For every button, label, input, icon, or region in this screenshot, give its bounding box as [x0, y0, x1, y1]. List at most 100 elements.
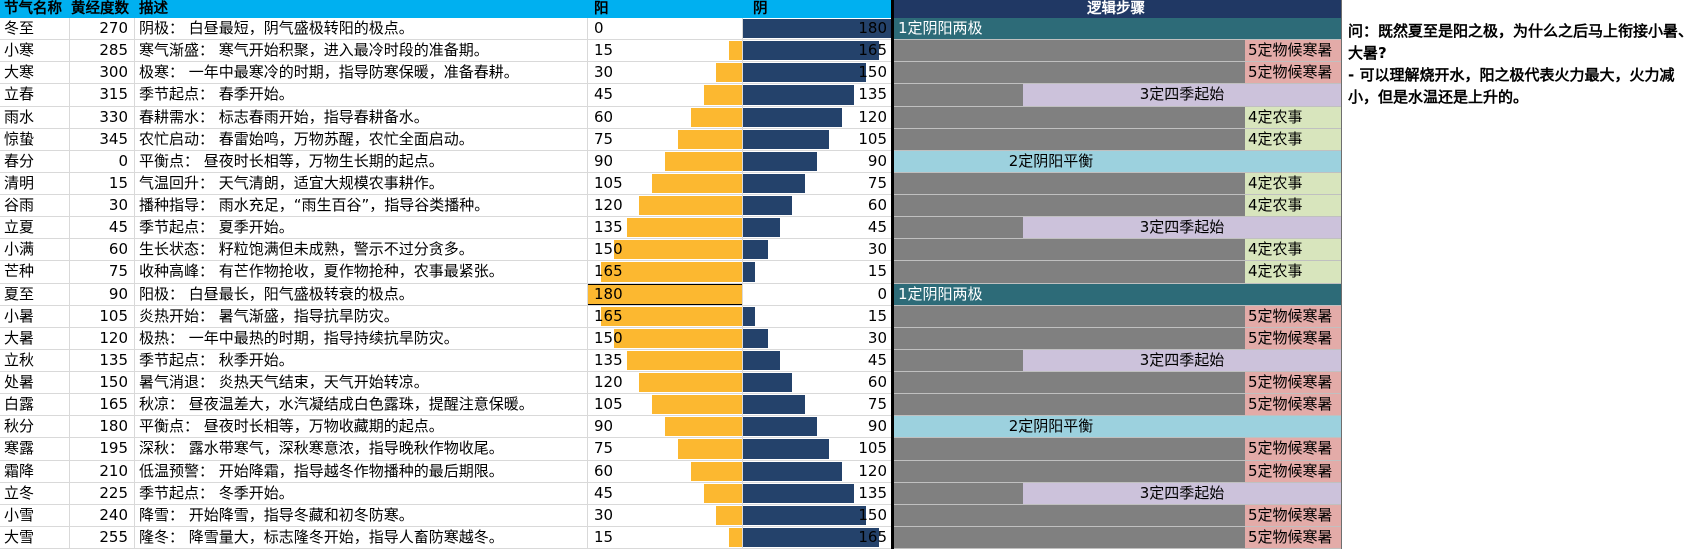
description-cell[interactable]: 季节起点： 冬季开始。: [135, 482, 588, 505]
term-name-cell[interactable]: 大暑: [0, 327, 70, 350]
degree-cell[interactable]: 315: [70, 84, 135, 107]
yang-cell[interactable]: 165: [588, 305, 743, 328]
description-cell[interactable]: 气温回升： 天气清朗，适宜大规模农事耕作。: [135, 172, 588, 195]
yang-cell[interactable]: 150: [588, 327, 743, 350]
yang-cell[interactable]: 30: [588, 504, 743, 527]
description-cell[interactable]: 春耕需水： 标志春雨开始，指导春耕备水。: [135, 106, 588, 129]
degree-cell[interactable]: 15: [70, 172, 135, 195]
logic-cell[interactable]: 5定物候寒暑: [891, 372, 1341, 395]
logic-cell[interactable]: 5定物候寒暑: [891, 40, 1341, 63]
yin-cell[interactable]: 60: [743, 195, 891, 218]
term-name-cell[interactable]: 小满: [0, 239, 70, 262]
yang-cell[interactable]: 30: [588, 62, 743, 85]
degree-cell[interactable]: 150: [70, 372, 135, 395]
yang-cell[interactable]: 180: [588, 283, 743, 306]
term-name-cell[interactable]: 立春: [0, 84, 70, 107]
degree-cell[interactable]: 45: [70, 217, 135, 240]
degree-cell[interactable]: 90: [70, 283, 135, 306]
degree-cell[interactable]: 165: [70, 394, 135, 417]
term-name-cell[interactable]: 寒露: [0, 438, 70, 461]
yin-cell[interactable]: 120: [743, 460, 891, 483]
yang-cell[interactable]: 45: [588, 84, 743, 107]
description-cell[interactable]: 季节起点： 春季开始。: [135, 84, 588, 107]
logic-cell[interactable]: 5定物候寒暑: [891, 305, 1341, 328]
yin-cell[interactable]: 15: [743, 261, 891, 284]
logic-cell[interactable]: 4定农事: [891, 128, 1341, 151]
description-cell[interactable]: 降雪： 开始降雪，指导冬藏和初冬防寒。: [135, 504, 588, 527]
header-logic-steps[interactable]: 逻辑步骤: [891, 0, 1341, 18]
logic-cell[interactable]: 5定物候寒暑: [891, 504, 1341, 527]
degree-cell[interactable]: 105: [70, 305, 135, 328]
yang-cell[interactable]: 135: [588, 349, 743, 372]
description-cell[interactable]: 低温预警： 开始降霜，指导越冬作物播种的最后期限。: [135, 460, 588, 483]
degree-cell[interactable]: 0: [70, 150, 135, 173]
yang-cell[interactable]: 60: [588, 460, 743, 483]
logic-cell[interactable]: 3定四季起始: [891, 482, 1341, 505]
header-description[interactable]: 描述: [135, 0, 588, 18]
yang-cell[interactable]: 90: [588, 416, 743, 439]
degree-cell[interactable]: 255: [70, 526, 135, 549]
yin-cell[interactable]: 30: [743, 239, 891, 262]
term-name-cell[interactable]: 霜降: [0, 460, 70, 483]
logic-cell[interactable]: 2定阴阳平衡: [891, 150, 1341, 173]
degree-cell[interactable]: 60: [70, 239, 135, 262]
yin-cell[interactable]: 75: [743, 394, 891, 417]
yin-cell[interactable]: 150: [743, 62, 891, 85]
description-cell[interactable]: 播种指导： 雨水充足，“雨生百谷”，指导谷类播种。: [135, 195, 588, 218]
logic-cell[interactable]: 2定阴阳平衡: [891, 416, 1341, 439]
description-cell[interactable]: 平衡点： 昼夜时长相等，万物收藏期的起点。: [135, 416, 588, 439]
yin-cell[interactable]: 15: [743, 305, 891, 328]
logic-cell[interactable]: 4定农事: [891, 195, 1341, 218]
description-cell[interactable]: 生长状态： 籽粒饱满但未成熟，警示不过分贪多。: [135, 239, 588, 262]
degree-cell[interactable]: 210: [70, 460, 135, 483]
description-cell[interactable]: 极寒： 一年中最寒冷的时期，指导防寒保暖，准备春耕。: [135, 62, 588, 85]
description-cell[interactable]: 平衡点： 昼夜时长相等，万物生长期的起点。: [135, 150, 588, 173]
description-cell[interactable]: 阴极： 白昼最短，阴气盛极转阳的极点。: [135, 18, 588, 41]
degree-cell[interactable]: 120: [70, 327, 135, 350]
yin-cell[interactable]: 165: [743, 526, 891, 549]
description-cell[interactable]: 炎热开始： 暑气渐盛，指导抗旱防灾。: [135, 305, 588, 328]
term-name-cell[interactable]: 立冬: [0, 482, 70, 505]
yin-cell[interactable]: 90: [743, 150, 891, 173]
logic-cell[interactable]: 4定农事: [891, 106, 1341, 129]
yin-cell[interactable]: 105: [743, 438, 891, 461]
term-name-cell[interactable]: 大雪: [0, 526, 70, 549]
term-name-cell[interactable]: 清明: [0, 172, 70, 195]
description-cell[interactable]: 收种高峰： 有芒作物抢收，夏作物抢种，农事最紧张。: [135, 261, 588, 284]
yin-cell[interactable]: 60: [743, 372, 891, 395]
description-cell[interactable]: 阳极： 白昼最长，阳气盛极转衰的极点。: [135, 283, 588, 306]
description-cell[interactable]: 寒气渐盛： 寒气开始积聚，进入最冷时段的准备期。: [135, 40, 588, 63]
degree-cell[interactable]: 135: [70, 349, 135, 372]
degree-cell[interactable]: 285: [70, 40, 135, 63]
yin-cell[interactable]: 135: [743, 84, 891, 107]
yang-cell[interactable]: 105: [588, 394, 743, 417]
description-cell[interactable]: 秋凉： 昼夜温差大，水汽凝结成白色露珠，提醒注意保暖。: [135, 394, 588, 417]
yin-cell[interactable]: 180: [743, 18, 891, 41]
logic-cell[interactable]: 1定阴阳两极: [891, 283, 1341, 306]
logic-cell[interactable]: 1定阴阳两极: [891, 18, 1341, 41]
logic-cell[interactable]: 5定物候寒暑: [891, 526, 1341, 549]
description-cell[interactable]: 暑气消退： 炎热天气结束，天气开始转凉。: [135, 372, 588, 395]
degree-cell[interactable]: 240: [70, 504, 135, 527]
logic-cell[interactable]: 3定四季起始: [891, 217, 1341, 240]
logic-cell[interactable]: 4定农事: [891, 261, 1341, 284]
degree-cell[interactable]: 195: [70, 438, 135, 461]
degree-cell[interactable]: 330: [70, 106, 135, 129]
term-name-cell[interactable]: 春分: [0, 150, 70, 173]
yang-cell[interactable]: 75: [588, 438, 743, 461]
yang-cell[interactable]: 120: [588, 372, 743, 395]
description-cell[interactable]: 农忙启动： 春雷始鸣，万物苏醒，农忙全面启动。: [135, 128, 588, 151]
yin-cell[interactable]: 45: [743, 349, 891, 372]
yin-cell[interactable]: 30: [743, 327, 891, 350]
term-name-cell[interactable]: 处暑: [0, 372, 70, 395]
term-name-cell[interactable]: 惊蛰: [0, 128, 70, 151]
degree-cell[interactable]: 30: [70, 195, 135, 218]
yang-cell[interactable]: 90: [588, 150, 743, 173]
logic-cell[interactable]: 4定农事: [891, 172, 1341, 195]
header-term-name[interactable]: 节气名称: [0, 0, 70, 18]
yin-cell[interactable]: 135: [743, 482, 891, 505]
header-yang[interactable]: 阳: [588, 0, 743, 18]
yang-cell[interactable]: 15: [588, 40, 743, 63]
yang-cell[interactable]: 45: [588, 482, 743, 505]
degree-cell[interactable]: 345: [70, 128, 135, 151]
